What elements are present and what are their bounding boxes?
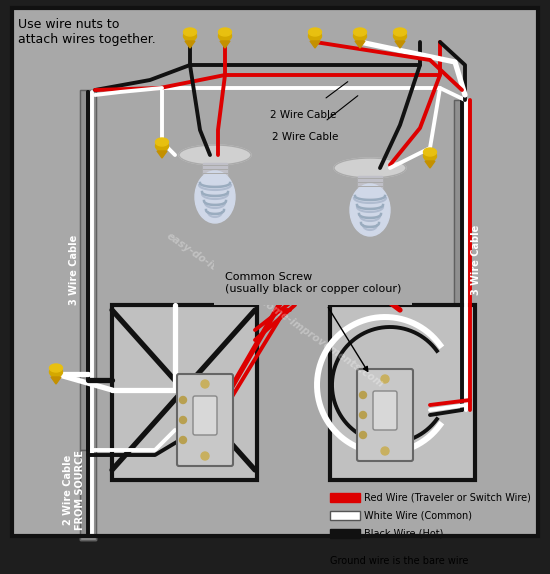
Text: 3 Wire Cable: 3 Wire Cable bbox=[69, 235, 79, 305]
Polygon shape bbox=[185, 41, 195, 48]
Ellipse shape bbox=[350, 184, 390, 236]
Bar bbox=[330, 529, 360, 538]
Ellipse shape bbox=[354, 31, 366, 41]
Circle shape bbox=[201, 452, 209, 460]
FancyBboxPatch shape bbox=[373, 391, 397, 430]
Ellipse shape bbox=[50, 364, 63, 372]
Ellipse shape bbox=[424, 148, 437, 156]
Ellipse shape bbox=[218, 31, 232, 41]
Ellipse shape bbox=[354, 28, 366, 36]
Ellipse shape bbox=[184, 31, 196, 41]
Circle shape bbox=[360, 391, 366, 398]
Ellipse shape bbox=[195, 171, 235, 223]
Text: 3 Wire Cable: 3 Wire Cable bbox=[471, 225, 481, 295]
Ellipse shape bbox=[50, 367, 63, 377]
FancyBboxPatch shape bbox=[177, 374, 233, 466]
FancyBboxPatch shape bbox=[357, 369, 413, 461]
Text: easy-do-it-yourself-home-improvements.com: easy-do-it-yourself-home-improvements.co… bbox=[164, 231, 386, 389]
Ellipse shape bbox=[353, 188, 387, 232]
Bar bbox=[330, 493, 360, 502]
Bar bbox=[80, 90, 96, 450]
Ellipse shape bbox=[156, 138, 168, 146]
Circle shape bbox=[360, 432, 366, 439]
FancyBboxPatch shape bbox=[193, 396, 217, 435]
Text: 2 Wire Cable: 2 Wire Cable bbox=[270, 82, 348, 120]
Polygon shape bbox=[157, 151, 167, 158]
Circle shape bbox=[381, 447, 389, 455]
Ellipse shape bbox=[309, 31, 322, 41]
Bar bbox=[203, 163, 227, 181]
Circle shape bbox=[360, 412, 366, 418]
Circle shape bbox=[201, 380, 209, 388]
Bar bbox=[454, 100, 470, 410]
Ellipse shape bbox=[334, 158, 406, 178]
Polygon shape bbox=[425, 161, 435, 168]
Ellipse shape bbox=[393, 31, 406, 41]
Polygon shape bbox=[355, 41, 365, 48]
Bar bbox=[330, 305, 475, 480]
Bar bbox=[80, 90, 96, 450]
Ellipse shape bbox=[424, 151, 437, 161]
Text: White Wire (Common): White Wire (Common) bbox=[364, 511, 472, 521]
Polygon shape bbox=[310, 41, 320, 48]
Ellipse shape bbox=[198, 175, 232, 219]
Ellipse shape bbox=[393, 28, 406, 36]
Polygon shape bbox=[395, 41, 405, 48]
Text: 2 Wire Cable
FROM SOURCE: 2 Wire Cable FROM SOURCE bbox=[63, 450, 85, 530]
Ellipse shape bbox=[179, 145, 251, 165]
Ellipse shape bbox=[156, 141, 168, 151]
Bar bbox=[112, 305, 257, 480]
Text: Ground wire is the bare wire: Ground wire is the bare wire bbox=[330, 556, 469, 566]
Circle shape bbox=[381, 375, 389, 383]
Bar bbox=[358, 176, 382, 194]
Bar bbox=[454, 100, 470, 410]
Bar bbox=[80, 450, 96, 540]
Bar bbox=[80, 450, 96, 540]
Text: Black Wire (Hot): Black Wire (Hot) bbox=[364, 529, 443, 539]
Circle shape bbox=[179, 417, 186, 424]
Bar bbox=[330, 511, 360, 520]
Text: 2 Wire Cable: 2 Wire Cable bbox=[272, 96, 358, 142]
Polygon shape bbox=[51, 377, 61, 384]
Circle shape bbox=[179, 397, 186, 404]
Circle shape bbox=[179, 436, 186, 444]
Text: Red Wire (Traveler or Switch Wire): Red Wire (Traveler or Switch Wire) bbox=[364, 493, 531, 503]
Ellipse shape bbox=[309, 28, 322, 36]
Polygon shape bbox=[220, 41, 230, 48]
Text: Use wire nuts to
attach wires together.: Use wire nuts to attach wires together. bbox=[18, 18, 156, 46]
Ellipse shape bbox=[184, 28, 196, 36]
Ellipse shape bbox=[218, 28, 232, 36]
Text: Common Screw
(usually black or copper colour): Common Screw (usually black or copper co… bbox=[225, 273, 402, 371]
